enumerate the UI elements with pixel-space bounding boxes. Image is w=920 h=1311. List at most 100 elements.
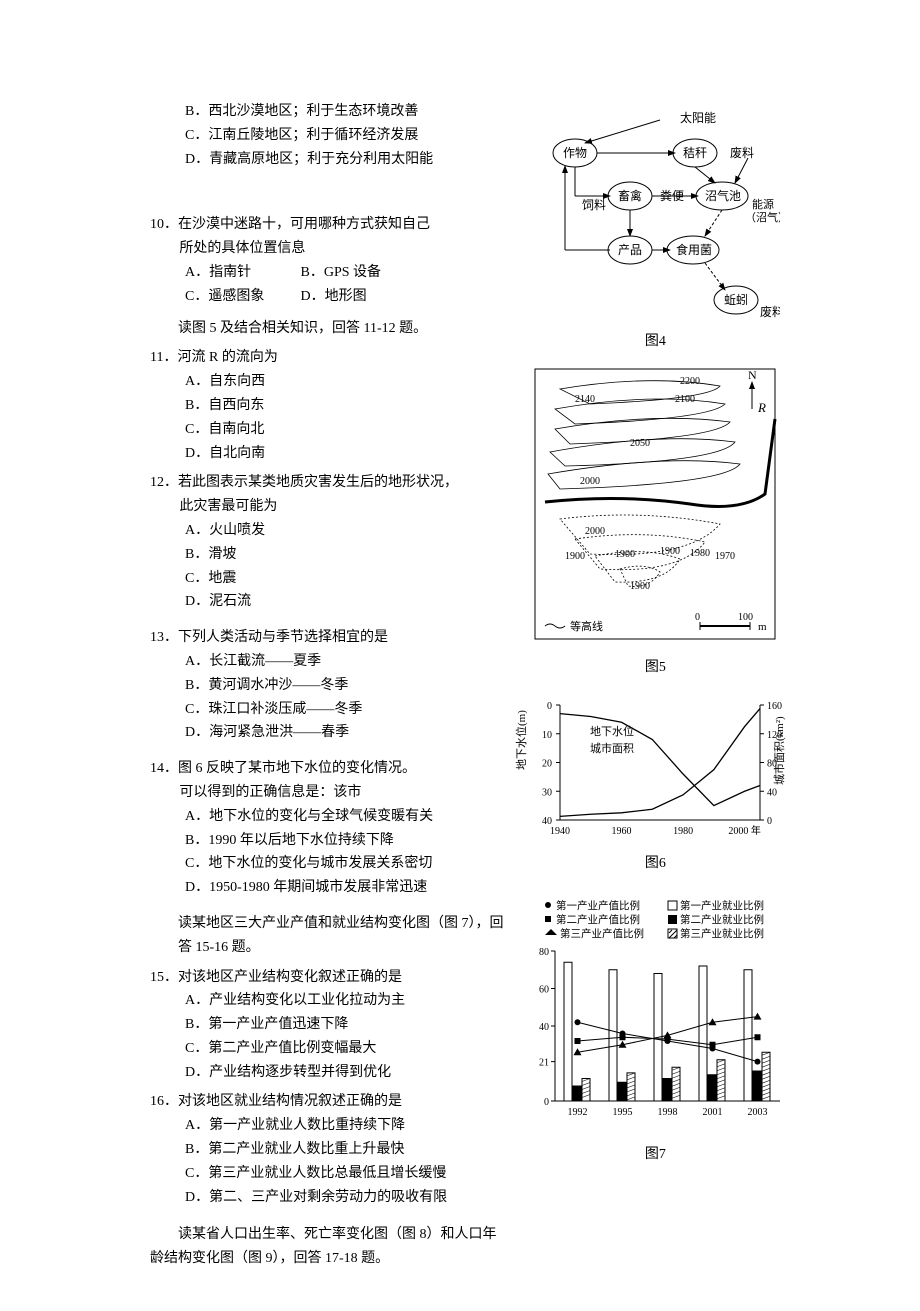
svg-text:1900: 1900 [615, 549, 635, 560]
svg-text:2000 年: 2000 年 [729, 824, 762, 837]
svg-text:第一产业产值比例: 第一产业产值比例 [556, 899, 640, 912]
svg-text:饲料: 饲料 [582, 198, 606, 212]
svg-text:120: 120 [767, 729, 782, 740]
q15-c: C．第二产业产值比例变幅最大 [150, 1037, 505, 1061]
q16-num: 16． [150, 1094, 178, 1109]
q10-text-1: 在沙漠中迷路十，可用哪种方式获知自己 [178, 217, 430, 232]
question-11: 11．河流 R 的流向为 A．自东向西 B．自西向东 C．自南向北 D．自北向南 [150, 346, 505, 465]
q11-num: 11． [150, 350, 177, 365]
svg-text:废料: 废料 [730, 145, 754, 160]
q14-b: B．1990 年以后地下水位持续下降 [150, 829, 505, 853]
svg-text:1998: 1998 [658, 1107, 678, 1118]
svg-text:第一产业就业比例: 第一产业就业比例 [680, 899, 764, 912]
figure-6: 地下水位(m) 城市面积(km²) 地下水位 城市面积 010203040040… [515, 690, 795, 876]
q13-c: C．珠江口补淡压咸——冬季 [150, 698, 505, 722]
q12-a: A．火山喷发 [150, 519, 505, 543]
passage-17-l2: 龄结构变化图（图 9），回答 17-18 题。 [150, 1247, 505, 1271]
svg-text:1960: 1960 [612, 826, 632, 837]
q10-a: A．指南针 [185, 261, 297, 285]
svg-text:2001: 2001 [703, 1107, 723, 1118]
passage-17-l1: 读某省人口出生率、死亡率变化图（图 8）和人口年 [150, 1223, 505, 1247]
svg-text:产品: 产品 [618, 243, 642, 257]
q11-c: C．自南向北 [150, 418, 505, 442]
q15-a: A．产业结构变化以工业化拉动为主 [150, 989, 505, 1013]
svg-text:等高线: 等高线 [570, 619, 603, 633]
q11-b: B．自西向东 [150, 394, 505, 418]
q12-text-1: 若此图表示某类地质灾害发生后的地形状况， [178, 475, 458, 490]
svg-text:80: 80 [767, 758, 777, 769]
svg-text:10: 10 [542, 729, 552, 740]
fig5-label: 图5 [515, 656, 795, 680]
svg-text:1900: 1900 [660, 546, 680, 557]
q11-text: 河流 R 的流向为 [177, 350, 277, 365]
q15-num: 15． [150, 970, 178, 985]
fig4-label: 图4 [515, 330, 795, 354]
q15-text: 对该地区产业结构变化叙述正确的是 [178, 970, 402, 985]
q9-option-d: D．青藏高原地区；利于充分利用太阳能 [150, 148, 505, 172]
question-14: 14．图 6 反映了某市地下水位的变化情况。 可以得到的正确信息是：该市 A．地… [150, 757, 505, 900]
svg-text:太阳能: 太阳能 [680, 110, 716, 125]
svg-text:2140: 2140 [575, 394, 595, 405]
question-15: 15．对该地区产业结构变化叙述正确的是 A．产业结构变化以工业化拉动为主 B．第… [150, 966, 505, 1085]
q10-num: 10． [150, 217, 178, 232]
svg-text:第三产业就业比例: 第三产业就业比例 [680, 927, 764, 940]
svg-text:1940: 1940 [550, 826, 570, 837]
svg-text:地下水位(m): 地下水位(m) [515, 709, 528, 769]
q12-text-2: 此灾害最可能为 [150, 495, 505, 519]
svg-text:R: R [757, 400, 766, 415]
q12-num: 12． [150, 475, 178, 490]
fig6-label: 图6 [515, 852, 795, 876]
svg-text:0: 0 [767, 816, 772, 827]
svg-text:21: 21 [539, 1058, 549, 1069]
q12-b: B．滑坡 [150, 543, 505, 567]
svg-text:0: 0 [544, 1097, 549, 1108]
q16-b: B．第二产业就业人数比重上升最快 [150, 1138, 505, 1162]
q14-text-1: 图 6 反映了某市地下水位的变化情况。 [178, 761, 416, 776]
svg-text:20: 20 [542, 758, 552, 769]
q10-c: C．遥感图象 [185, 285, 297, 309]
q9-option-b: B．西北沙漠地区；利于生态环境改善 [150, 100, 505, 124]
svg-text:1980: 1980 [673, 826, 693, 837]
svg-text:1992: 1992 [568, 1107, 588, 1118]
svg-text:30: 30 [542, 787, 552, 798]
svg-text:1995: 1995 [613, 1107, 633, 1118]
q13-b: B．黄河调水冲沙——冬季 [150, 674, 505, 698]
svg-text:废料: 废料 [760, 304, 780, 319]
svg-text:0: 0 [695, 612, 700, 623]
svg-text:2200: 2200 [680, 376, 700, 387]
svg-text:0: 0 [547, 701, 552, 712]
q14-d: D．1950-1980 年期间城市发展非常迅速 [150, 876, 505, 900]
question-12: 12．若此图表示某类地质灾害发生后的地形状况， 此灾害最可能为 A．火山喷发 B… [150, 471, 505, 614]
svg-text:蚯蚓: 蚯蚓 [724, 292, 748, 307]
svg-text:第二产业产值比例: 第二产业产值比例 [556, 913, 640, 926]
passage-15-16: 读某地区三大产业产值和就业结构变化图（图 7），回答 15-16 题。 [150, 912, 505, 960]
q13-num: 13． [150, 630, 178, 645]
svg-text:40: 40 [767, 787, 777, 798]
q10-d: D．地形图 [301, 285, 413, 309]
q16-a: A．第一产业就业人数比重持续下降 [150, 1114, 505, 1138]
svg-text:80: 80 [539, 947, 549, 958]
svg-text:秸秆: 秸秆 [683, 146, 707, 160]
svg-text:40: 40 [539, 1022, 549, 1033]
question-10: 10．在沙漠中迷路十，可用哪种方式获知自己 所处的具体位置信息 A．指南针 B．… [150, 213, 505, 308]
q13-d: D．海河紧急泄洪——春季 [150, 721, 505, 745]
q14-a: A．地下水位的变化与全球气候变暖有关 [150, 805, 505, 829]
svg-text:60: 60 [539, 985, 549, 996]
svg-text:（沼气）: （沼气） [745, 210, 780, 224]
svg-text:N: N [748, 368, 757, 382]
q16-text: 对该地区就业结构情况叙述正确的是 [178, 1094, 402, 1109]
svg-text:畜禽: 畜禽 [618, 188, 642, 203]
q15-b: B．第一产业产值迅速下降 [150, 1013, 505, 1037]
svg-text:1970: 1970 [715, 551, 735, 562]
question-13: 13．下列人类活动与季节选择相宜的是 A．长江截流——夏季 B．黄河调水冲沙——… [150, 626, 505, 745]
svg-text:m: m [758, 621, 767, 633]
svg-text:160: 160 [767, 701, 782, 712]
svg-text:2050: 2050 [630, 438, 650, 449]
q14-c: C．地下水位的变化与城市发展关系密切 [150, 852, 505, 876]
svg-text:第二产业就业比例: 第二产业就业比例 [680, 913, 764, 926]
question-16: 16．对该地区就业结构情况叙述正确的是 A．第一产业就业人数比重持续下降 B．第… [150, 1090, 505, 1209]
svg-text:2000: 2000 [585, 526, 605, 537]
svg-text:1900: 1900 [565, 551, 585, 562]
svg-text:100: 100 [738, 612, 753, 623]
svg-text:2100: 2100 [675, 394, 695, 405]
